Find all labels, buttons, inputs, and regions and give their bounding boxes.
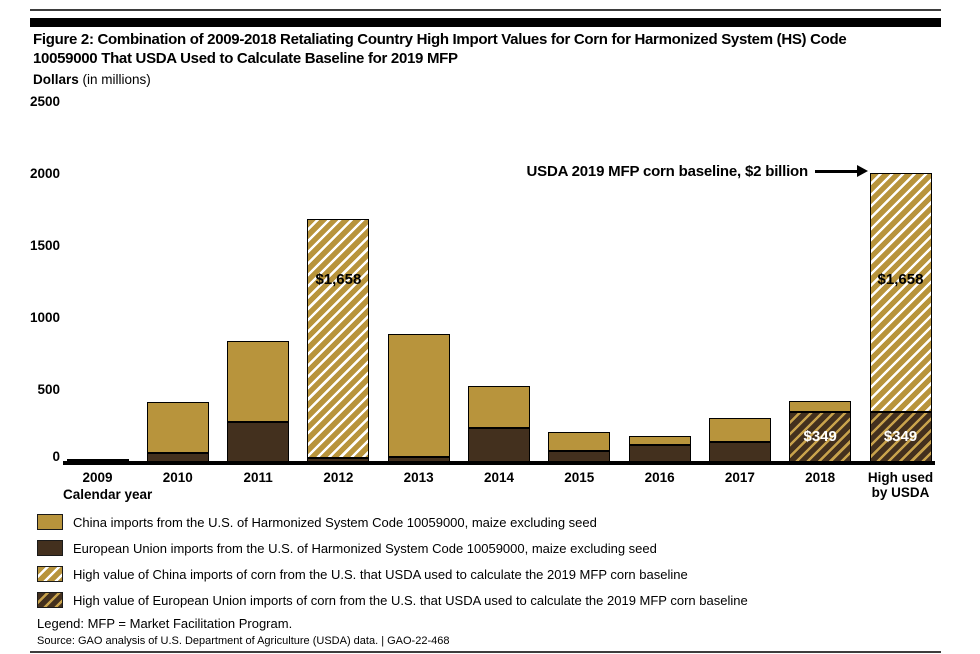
y-tick-label: 2500 [29, 94, 60, 109]
bar-segment-china [387, 334, 450, 457]
legend-label: China imports from the U.S. of Harmonize… [73, 514, 597, 530]
unit-bold: Dollars [33, 72, 79, 87]
baseline-annotation-text: USDA 2019 MFP corn baseline, $2 billion [526, 162, 809, 180]
bar-segment-china [628, 436, 691, 445]
x-tick-label: 2009 [82, 470, 113, 485]
bar-value-label-china: $1,658 [315, 271, 362, 288]
figure-title: Figure 2: Combination of 2009-2018 Retal… [33, 30, 941, 68]
top-rule [30, 9, 941, 11]
unit-rest: (in millions) [78, 72, 151, 87]
x-tick-label: High used by USDA [867, 470, 934, 500]
legend-item: High value of China imports of corn from… [37, 565, 688, 583]
arrow-head-icon [857, 165, 868, 177]
bar-value-label-china: $1,658 [877, 271, 924, 288]
x-tick-label: 2014 [483, 470, 515, 485]
y-tick-label: 1500 [29, 238, 60, 253]
legend-label: European Union imports from the U.S. of … [73, 540, 657, 556]
y-axis-unit-label: Dollars (in millions) [33, 72, 151, 87]
legend-item: High value of European Union imports of … [37, 591, 748, 609]
bar-value-label-eu: $349 [803, 428, 837, 445]
x-tick-label: 2017 [724, 470, 755, 485]
legend-swatch-brown-hatch [37, 592, 63, 608]
legend-item: European Union imports from the U.S. of … [37, 539, 657, 557]
figure-title-line1: Figure 2: Combination of 2009-2018 Retal… [33, 31, 847, 48]
bar-segment-eu [227, 422, 290, 462]
bar-segment-eu [789, 412, 852, 462]
header-black-band [30, 18, 941, 27]
bar-segment-china [227, 341, 290, 422]
y-tick-label: 500 [37, 382, 60, 397]
source-line: Source: GAO analysis of U.S. Department … [37, 635, 450, 647]
bar-segment-china [468, 386, 530, 428]
bar-segment-eu [708, 442, 771, 462]
bar-segment-china [146, 402, 209, 453]
x-tick-label: 2012 [323, 470, 354, 485]
x-axis-line [63, 461, 935, 465]
x-tick-label: 2015 [564, 470, 595, 485]
figure-title-line2: 10059000 That USDA Used to Calculate Bas… [33, 50, 458, 67]
legend-swatch-gold [37, 514, 63, 530]
bar-segment-china [708, 418, 771, 442]
x-tick-label: 2011 [243, 470, 273, 485]
arrow-line [815, 169, 857, 173]
y-tick-label: 2000 [29, 166, 60, 181]
legend-label: High value of European Union imports of … [73, 592, 748, 608]
x-tick-label: 2018 [805, 470, 836, 485]
x-tick-label: 2013 [403, 470, 434, 485]
legend-swatch-gold-hatch [37, 566, 63, 582]
bar-segment-eu [468, 428, 530, 462]
bar-segment-eu [628, 445, 691, 462]
y-tick-label: 1000 [29, 310, 60, 325]
bar-segment-china [789, 401, 852, 412]
x-tick-label: 2010 [162, 470, 193, 485]
y-tick-label: 0 [52, 449, 60, 464]
bar-segment-china [307, 219, 370, 458]
baseline-annotation: USDA 2019 MFP corn baseline, $2 billion [500, 161, 868, 181]
legend-note: Legend: MFP = Market Facilitation Progra… [37, 616, 293, 631]
legend-item: China imports from the U.S. of Harmonize… [37, 513, 597, 531]
x-axis-title: Calendar year [63, 487, 153, 502]
x-tick-label: 2016 [644, 470, 675, 485]
legend-label: High value of China imports of corn from… [73, 566, 688, 582]
bar-value-label-eu: $349 [883, 428, 918, 445]
legend-swatch-brown [37, 540, 63, 556]
bar-segment-china [869, 173, 932, 412]
bottom-rule [30, 651, 941, 653]
bar-segment-china [548, 432, 611, 451]
